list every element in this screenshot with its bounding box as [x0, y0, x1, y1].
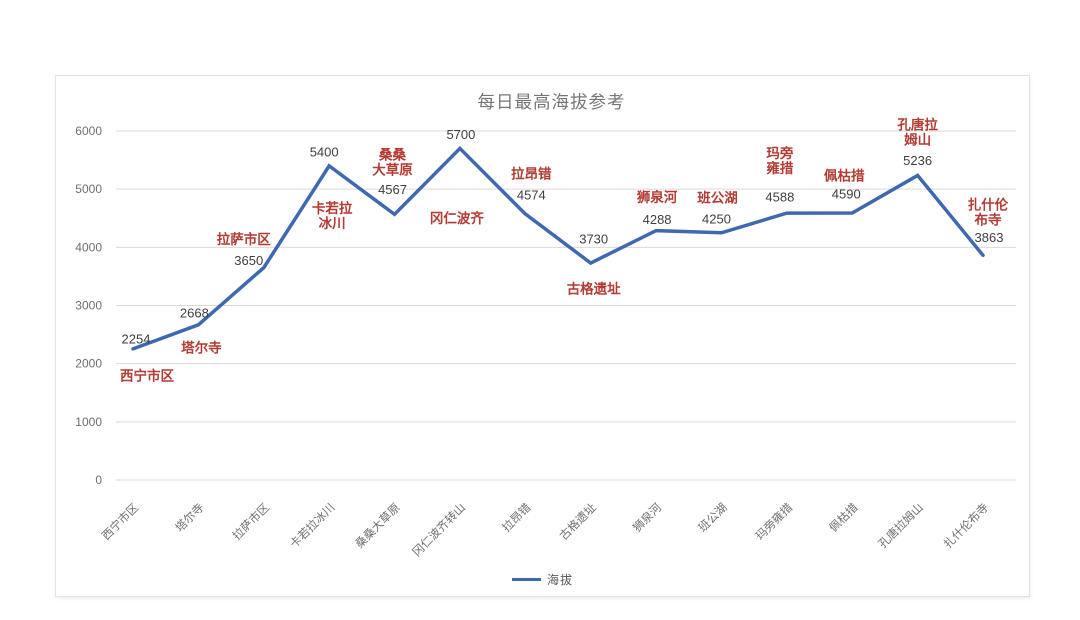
point-name-label: 卡若拉冰川 [312, 200, 353, 231]
point-value-label: 2668 [180, 305, 209, 320]
point-value-label: 4288 [643, 212, 672, 227]
y-axis-tick-label: 3000 [75, 299, 102, 313]
x-axis-tick-label: 冈仁波齐转山 [409, 500, 468, 559]
x-axis-tick-label: 狮泉河 [630, 500, 665, 535]
point-name-label: 孔唐拉姆山 [897, 116, 938, 147]
point-name-label: 拉萨市区 [217, 231, 271, 247]
x-axis-tick-label: 古格遗址 [557, 500, 600, 543]
x-axis-tick-label: 西宁市区 [99, 500, 141, 542]
legend-line-swatch [511, 578, 541, 581]
y-axis-tick-label: 1000 [75, 415, 102, 429]
point-value-label: 3730 [579, 232, 608, 247]
y-axis-tick-label: 4000 [75, 240, 102, 254]
point-value-label: 5236 [903, 153, 932, 168]
point-value-label: 4590 [832, 187, 861, 202]
x-axis-tick-label: 卡若拉冰川 [287, 500, 338, 551]
point-value-label: 4588 [765, 190, 794, 205]
point-name-label: 桑桑大草原 [372, 147, 413, 177]
point-name-label: 扎什伦布寺 [968, 196, 1009, 227]
x-axis-tick-label: 拉昂错 [499, 500, 534, 535]
x-axis-tick-label: 佩枯措 [826, 500, 861, 535]
point-name-label: 狮泉河 [636, 189, 678, 205]
point-name-label: 西宁市区 [120, 367, 174, 383]
elevation-line [131, 145, 985, 351]
x-axis-tick-label: 孔唐拉姆山 [875, 500, 926, 551]
point-name-label: 古格遗址 [567, 281, 621, 297]
y-axis-tick-label: 5000 [75, 182, 102, 196]
x-axis-tick-label: 扎什伦布寺 [941, 500, 992, 551]
x-axis-tick-label: 拉萨市区 [230, 500, 272, 542]
x-axis-tick-label: 班公湖 [695, 500, 729, 534]
point-name-label: 塔尔寺 [181, 339, 222, 355]
point-value-label: 5700 [446, 127, 475, 142]
point-value-label: 3863 [975, 230, 1004, 245]
y-axis-tick-label: 0 [95, 473, 102, 487]
y-axis-tick-label: 2000 [75, 357, 102, 371]
point-name-label: 拉昂错 [511, 165, 552, 181]
x-axis-tick-label: 塔尔寺 [172, 500, 206, 534]
legend: 海拔 [56, 571, 1029, 588]
legend-label: 海拔 [546, 573, 573, 587]
y-axis-tick-label: 6000 [75, 124, 102, 138]
chart-card: 每日最高海拔参考 0 1000 2000 3000 4000 5000 6000 西宁市区 塔尔… [55, 75, 1030, 597]
point-value-label: 3650 [234, 253, 263, 268]
chart-title: 每日最高海拔参考 [477, 92, 626, 112]
point-name-label: 佩枯措 [824, 168, 865, 184]
x-axis-tick-label: 玛旁雍措 [753, 500, 796, 543]
point-name-label: 冈仁波齐 [430, 210, 484, 226]
point-name-label: 玛旁雍措 [766, 145, 793, 176]
point-value-label: 4574 [517, 187, 546, 202]
point-value-label: 2254 [122, 331, 151, 346]
x-axis-tick-label: 桑桑大草原 [352, 500, 403, 551]
point-value-label: 4250 [702, 211, 731, 226]
point-name-label: 班公湖 [697, 189, 738, 205]
point-value-label: 4567 [378, 182, 407, 197]
point-value-label: 5400 [310, 144, 339, 159]
